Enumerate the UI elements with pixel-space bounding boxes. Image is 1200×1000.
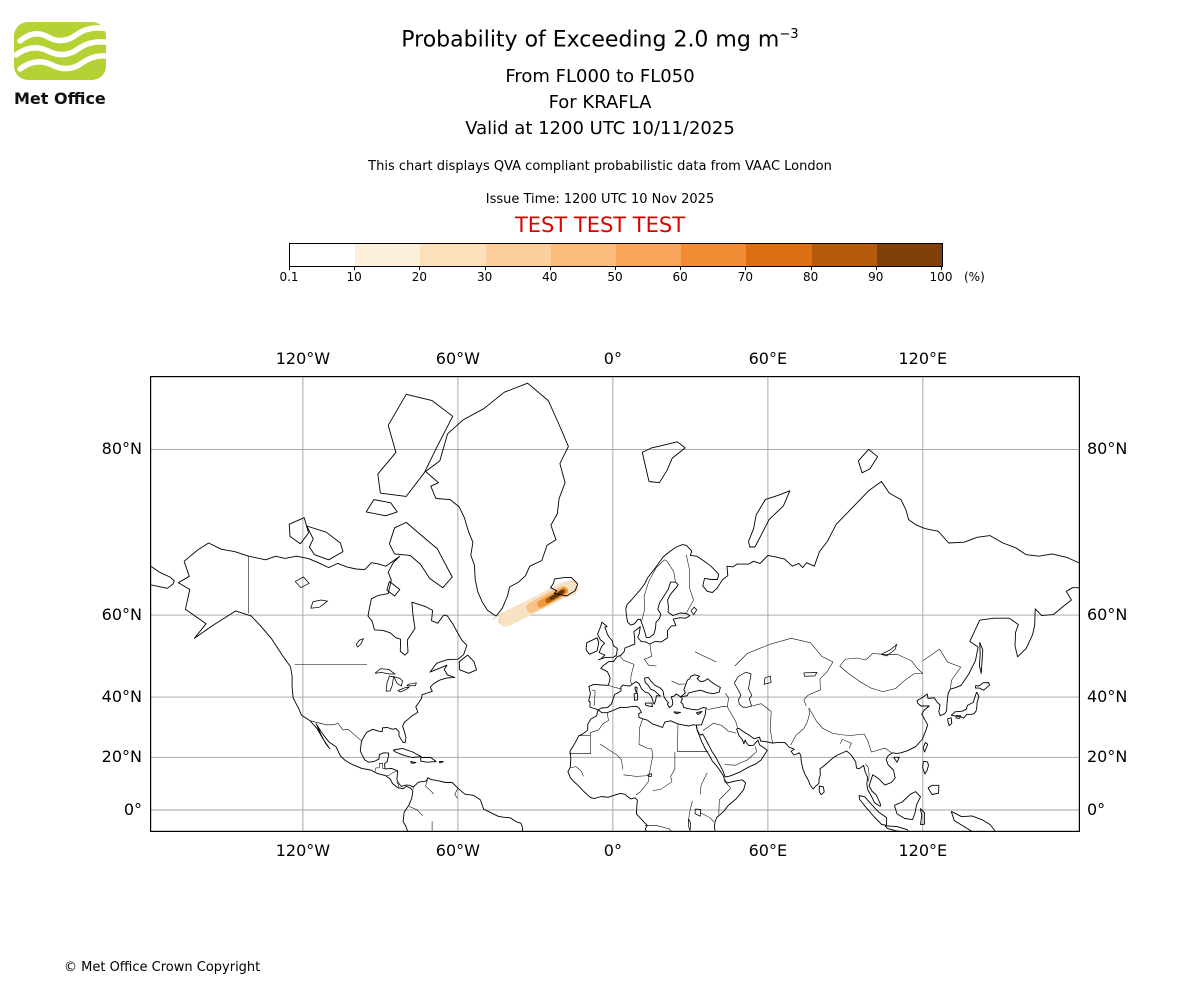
country-borders [248,554,962,832]
coastlines [150,382,1080,832]
colorbar-segment-0 [290,244,356,266]
colorbar-tick [745,266,747,270]
colorbar-segment-1 [355,244,421,266]
graticule [150,376,1080,832]
test-banner: TEST TEST TEST [514,213,686,237]
lon-label-top: 60°W [435,349,480,368]
colorbar-tick [615,266,616,270]
colorbar-segment-7 [746,244,812,266]
lat-label-right: 20°N [1087,747,1128,767]
chart-title-superscript: −3 [779,27,799,42]
colorbar-tick [484,266,486,270]
colorbar-tick [680,266,682,270]
colorbar-tick-label: 80 [802,270,819,284]
lon-label-bottom: 60°E [748,841,788,860]
lat-label-right: 40°N [1087,687,1128,707]
subtitle-volcano: For KRAFLA [548,92,652,113]
colorbar-segment-6 [681,244,747,266]
colorbar-segments [290,244,943,266]
lon-label-top: 120°W [275,349,331,368]
lat-label-right: 0° [1087,800,1106,819]
colorbar [289,243,943,267]
lon-label-bottom: 60°W [435,841,480,860]
lat-label-left: 60°N [101,605,142,625]
colorbar-tick-label: 20 [411,270,428,284]
lat-label-right: 60°N [1087,605,1128,625]
colorbar-tick-label: 100 [929,270,953,284]
lat-label-left: 40°N [101,687,142,707]
lat-label-left: 0° [123,800,142,819]
colorbar-segment-5 [616,244,682,266]
issue-time: Issue Time: 1200 UTC 10 Nov 2025 [485,192,715,207]
subtitle-valid-time: Valid at 1200 UTC 10/11/2025 [465,118,735,139]
colorbar-tick [289,266,290,270]
colorbar-unit-label: (%) [964,270,985,284]
colorbar-tick [419,266,421,270]
colorbar-tick-label: 70 [737,270,754,284]
colorbar-segment-3 [485,244,551,266]
colorbar-tick [875,266,877,270]
chart-title: Probability of Exceeding 2.0 mg m−3 [0,27,1200,52]
lon-label-top: 120°E [898,349,948,368]
ash-plume [493,580,579,627]
colorbar-segment-9 [876,244,943,266]
subtitle-flight-levels: From FL000 to FL050 [505,66,695,87]
lon-label-top: 60°E [748,349,788,368]
lat-label-right: 80°N [1087,439,1128,459]
lat-label-left: 80°N [101,439,142,459]
colorbar-segment-2 [420,244,486,266]
colorbar-tick-label: 60 [672,270,688,284]
colorbar-tick-label: 50 [607,270,623,284]
lakes [294,576,898,831]
met-office-logo: Met Office [14,22,144,108]
colorbar-tick-label: 40 [542,270,558,284]
chart-title-text: Probability of Exceeding 2.0 mg m [401,27,780,53]
colorbar-tick-label: 10 [346,270,362,284]
lon-label-bottom: 120°W [275,841,331,860]
lon-label-top: 0° [603,349,622,368]
colorbar-tick-label: 0.1 [279,270,299,284]
colorbar-tick [354,266,356,270]
colorbar-segment-8 [811,244,877,266]
copyright-notice: © Met Office Crown Copyright [64,960,261,975]
map-frame [150,376,1080,832]
lon-label-bottom: 120°E [898,841,948,860]
lon-label-bottom: 0° [603,841,622,860]
qva-compliance-note: This chart displays QVA compliant probab… [368,159,832,174]
colorbar-tick [810,266,812,270]
met-office-logo-text: Met Office [14,89,106,108]
colorbar-tick-label: 30 [476,270,493,284]
lat-label-left: 20°N [101,747,142,767]
colorbar-segment-4 [550,244,617,266]
colorbar-tick [941,266,942,270]
colorbar-tick [549,266,551,270]
map-canvas [150,376,1080,832]
met-office-logo-mark [14,22,106,80]
colorbar-tick-label: 90 [868,270,884,284]
